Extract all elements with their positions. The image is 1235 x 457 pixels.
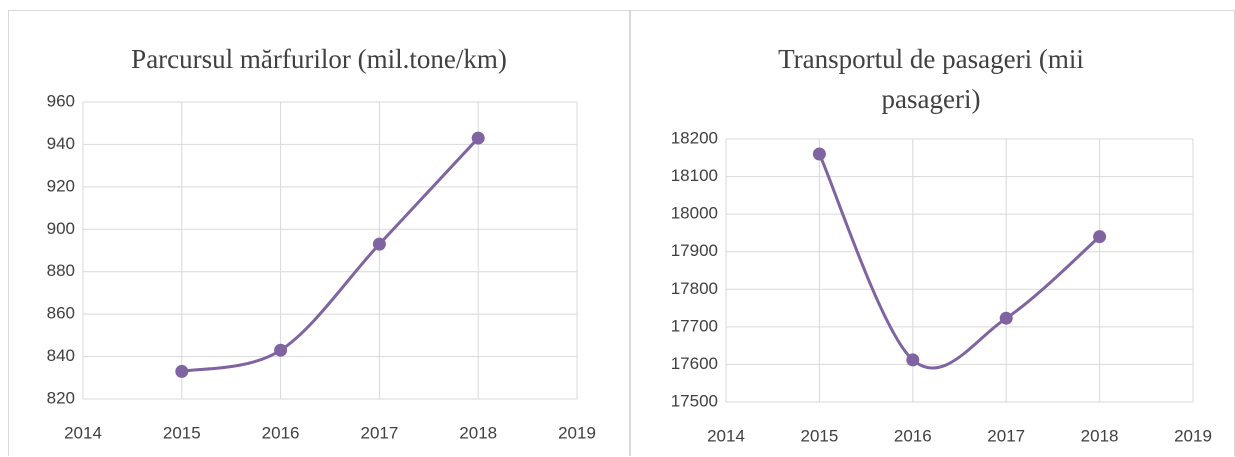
chart: 17500 17600 17700 17800 17900 18000 18100 18200… [671, 128, 1212, 445]
y-tick-label: 920 [47, 176, 75, 195]
marker [1093, 230, 1107, 244]
y-tick-label: 17500 [671, 391, 718, 410]
marker [812, 147, 826, 161]
marker [999, 311, 1013, 325]
y-tick-label: 17700 [671, 316, 718, 335]
y-tick-label: 17900 [671, 241, 718, 260]
y-tick-label: 940 [47, 134, 75, 153]
chart: 820 840 860 880 900 920 940 960 2014 2015 2016 2017… [47, 91, 596, 442]
y-tick-label: 17600 [671, 354, 718, 373]
marker [274, 343, 288, 357]
y-tick-label: 880 [47, 261, 75, 280]
marker [471, 131, 485, 145]
chart-panel: Parcursul mărfurilor (mil.tone/km) 820 84… [8, 10, 630, 456]
y-tick-label: 900 [47, 219, 75, 238]
y-tick-label: 18200 [671, 128, 718, 147]
line [818, 153, 1101, 370]
marker [372, 237, 386, 251]
x-tick-label: 2016 [262, 423, 300, 442]
x-tick-label: 2018 [1081, 426, 1119, 445]
y-tick-label: 840 [47, 346, 75, 365]
y-tick-label: 17800 [671, 279, 718, 298]
chart-panel: Transportul de pasageri (mii pasageri) 1… [630, 10, 1235, 456]
x-tick-label: 2019 [1174, 426, 1212, 445]
y-tick-label: 18000 [671, 204, 718, 223]
y-tick-label: 18100 [671, 166, 718, 185]
x-tick-label: 2018 [459, 423, 497, 442]
x-tick-label: 2014 [64, 423, 102, 442]
x-tick-label: 2014 [707, 426, 745, 445]
x-tick-label: 2015 [163, 423, 201, 442]
chart-title: Transportul de pasageri (mii pasageri) [778, 44, 1084, 114]
x-tick-label: 2019 [558, 423, 596, 442]
chart-title: Parcursul mărfurilor (mil.tone/km) [131, 44, 507, 74]
x-tick-label: 2016 [894, 426, 932, 445]
x-tick-label: 2015 [800, 426, 838, 445]
marker [175, 364, 189, 378]
x-tick-label: 2017 [987, 426, 1025, 445]
line [181, 137, 480, 373]
y-tick-label: 860 [47, 304, 75, 323]
y-tick-label: 820 [47, 388, 75, 407]
x-tick-label: 2017 [360, 423, 398, 442]
marker [906, 353, 920, 367]
y-tick-label: 960 [47, 91, 75, 110]
